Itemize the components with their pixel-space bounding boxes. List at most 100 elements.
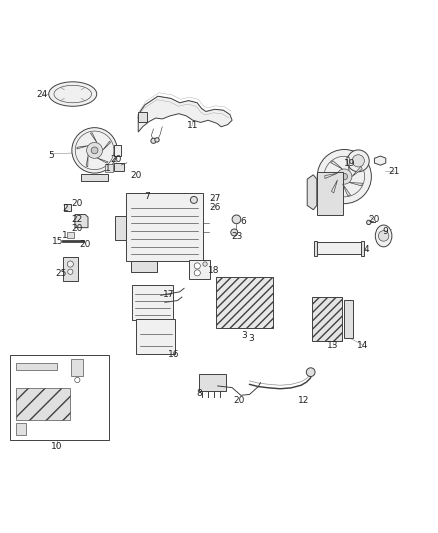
Circle shape <box>367 220 371 224</box>
Circle shape <box>155 138 159 142</box>
Polygon shape <box>97 158 108 163</box>
Text: 20: 20 <box>131 171 142 180</box>
Circle shape <box>341 173 348 180</box>
Bar <box>114 164 124 171</box>
Text: 5: 5 <box>48 151 54 160</box>
Text: 20: 20 <box>233 396 245 405</box>
Ellipse shape <box>49 82 97 106</box>
Polygon shape <box>349 182 363 186</box>
Circle shape <box>232 215 241 224</box>
Circle shape <box>151 138 156 143</box>
Circle shape <box>194 263 200 269</box>
Text: 7: 7 <box>144 192 150 201</box>
Bar <box>189 261 210 279</box>
Polygon shape <box>102 141 110 150</box>
Polygon shape <box>77 146 88 149</box>
Text: 4: 4 <box>364 245 369 254</box>
Bar <box>11 354 109 440</box>
Bar <box>311 297 342 341</box>
Bar <box>67 232 74 238</box>
Circle shape <box>306 368 315 376</box>
Bar <box>114 144 121 156</box>
Circle shape <box>67 261 74 267</box>
Bar <box>314 241 317 256</box>
Text: 23: 23 <box>231 232 243 241</box>
Circle shape <box>317 149 371 204</box>
Polygon shape <box>307 175 317 210</box>
Circle shape <box>91 147 98 154</box>
Text: 13: 13 <box>327 341 338 350</box>
Bar <box>63 257 78 281</box>
Text: 22: 22 <box>71 215 83 224</box>
Circle shape <box>191 197 198 204</box>
Polygon shape <box>90 133 97 143</box>
Bar <box>105 164 113 172</box>
Text: 26: 26 <box>209 203 220 212</box>
Polygon shape <box>325 173 337 179</box>
Text: 27: 27 <box>209 195 220 203</box>
Text: 8: 8 <box>196 390 202 399</box>
Polygon shape <box>332 180 337 193</box>
Bar <box>126 193 203 261</box>
Ellipse shape <box>375 225 392 247</box>
Text: 20: 20 <box>79 240 91 249</box>
Circle shape <box>194 270 200 276</box>
Bar <box>15 423 26 435</box>
Text: 20: 20 <box>111 155 122 164</box>
Text: 17: 17 <box>163 290 174 300</box>
Text: 20: 20 <box>71 199 83 208</box>
Text: 3: 3 <box>241 331 247 340</box>
Circle shape <box>231 229 238 236</box>
Circle shape <box>203 262 207 266</box>
Bar <box>317 243 361 254</box>
Bar <box>317 172 343 215</box>
Polygon shape <box>86 155 88 167</box>
Circle shape <box>352 155 364 167</box>
Bar <box>115 216 126 240</box>
Text: 21: 21 <box>388 167 399 176</box>
Circle shape <box>87 142 102 158</box>
Bar <box>136 319 175 354</box>
Polygon shape <box>343 184 350 196</box>
Circle shape <box>378 231 389 241</box>
Polygon shape <box>331 161 343 169</box>
Bar <box>216 277 273 328</box>
Circle shape <box>347 150 369 172</box>
Bar <box>132 285 173 320</box>
Text: 16: 16 <box>168 350 179 359</box>
Text: 1: 1 <box>63 231 68 239</box>
Bar <box>138 112 147 122</box>
Text: 15: 15 <box>52 237 63 246</box>
Text: 2: 2 <box>63 204 68 213</box>
Bar <box>81 174 108 181</box>
Polygon shape <box>75 215 88 228</box>
Text: 14: 14 <box>357 341 369 350</box>
Circle shape <box>337 169 352 184</box>
Bar <box>15 363 57 370</box>
Text: 24: 24 <box>36 90 48 99</box>
Bar <box>344 300 353 338</box>
Text: 18: 18 <box>208 266 219 276</box>
Text: 9: 9 <box>382 227 388 236</box>
Bar <box>64 204 71 211</box>
Bar <box>71 359 83 376</box>
Text: 25: 25 <box>55 269 67 278</box>
Polygon shape <box>347 157 350 171</box>
Polygon shape <box>352 166 362 176</box>
Polygon shape <box>374 156 386 165</box>
Text: 12: 12 <box>298 396 309 405</box>
Text: 20: 20 <box>71 224 83 233</box>
Bar <box>131 261 157 272</box>
Circle shape <box>72 128 117 173</box>
Circle shape <box>68 269 73 274</box>
Bar <box>15 388 70 420</box>
Circle shape <box>75 377 80 383</box>
Text: 3: 3 <box>248 334 254 343</box>
Polygon shape <box>138 96 232 132</box>
Text: 11: 11 <box>187 122 198 131</box>
Bar <box>361 241 364 256</box>
Text: 10: 10 <box>51 442 62 451</box>
Bar <box>199 374 226 391</box>
Text: 1: 1 <box>105 164 110 173</box>
Text: 6: 6 <box>240 216 246 225</box>
